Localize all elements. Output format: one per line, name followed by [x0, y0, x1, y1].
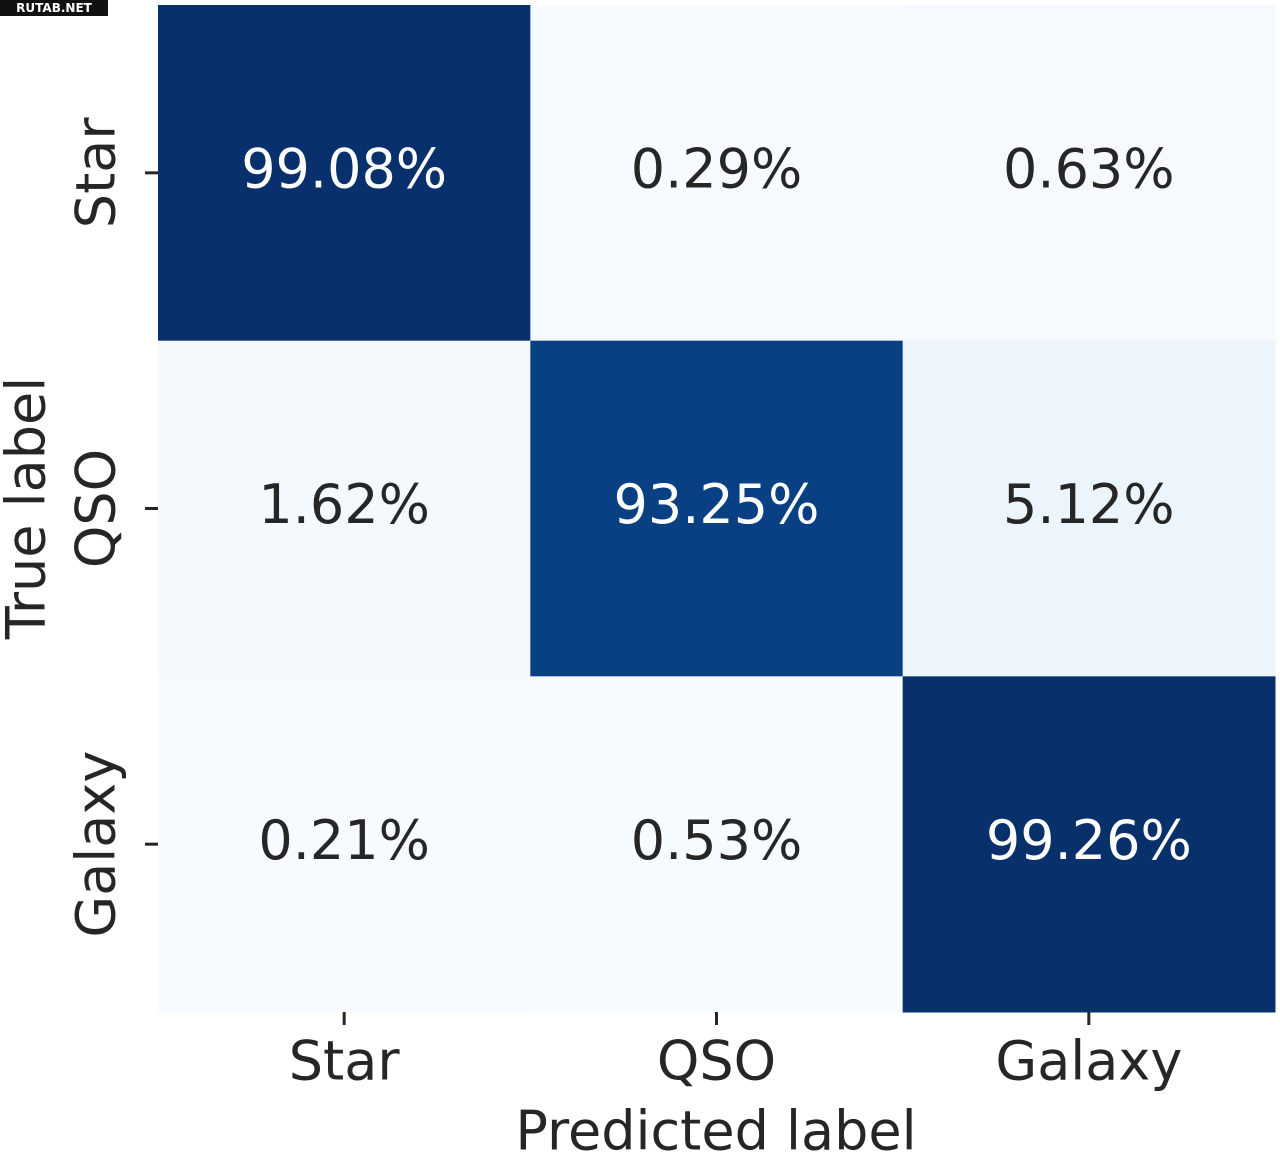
- y-tick-label: QSO: [65, 449, 128, 568]
- cell: [530, 5, 904, 342]
- cell-label: 0.53%: [631, 809, 803, 872]
- cell: [158, 5, 531, 342]
- cell: [530, 676, 904, 1013]
- x-tick-label: QSO: [657, 1030, 776, 1093]
- cell-label: 99.26%: [986, 809, 1192, 872]
- cell: [902, 5, 1276, 342]
- cell: [902, 676, 1276, 1013]
- x-axis-label: Predicted label: [515, 1100, 916, 1161]
- cell-label: 93.25%: [614, 473, 820, 536]
- watermark-box: [0, 0, 108, 16]
- cell: [158, 340, 531, 677]
- y-tick-label: Star: [65, 117, 128, 229]
- cell: [902, 340, 1276, 677]
- cell-label: 1.62%: [258, 473, 430, 536]
- y-tick-label: Galaxy: [65, 751, 128, 938]
- cell: [530, 340, 904, 677]
- cell-label: 0.21%: [258, 809, 430, 872]
- y-axis-label: True label: [0, 377, 58, 640]
- x-tick-label: Star: [289, 1030, 401, 1093]
- cell-label: 99.08%: [241, 137, 447, 200]
- watermark: RUTAB.NET: [16, 1, 92, 15]
- cell-label: 0.63%: [1003, 137, 1175, 200]
- cell-label: 0.29%: [631, 137, 803, 200]
- cell-label: 5.12%: [1003, 473, 1175, 536]
- cell: [158, 676, 531, 1013]
- x-tick-label: Galaxy: [995, 1030, 1182, 1093]
